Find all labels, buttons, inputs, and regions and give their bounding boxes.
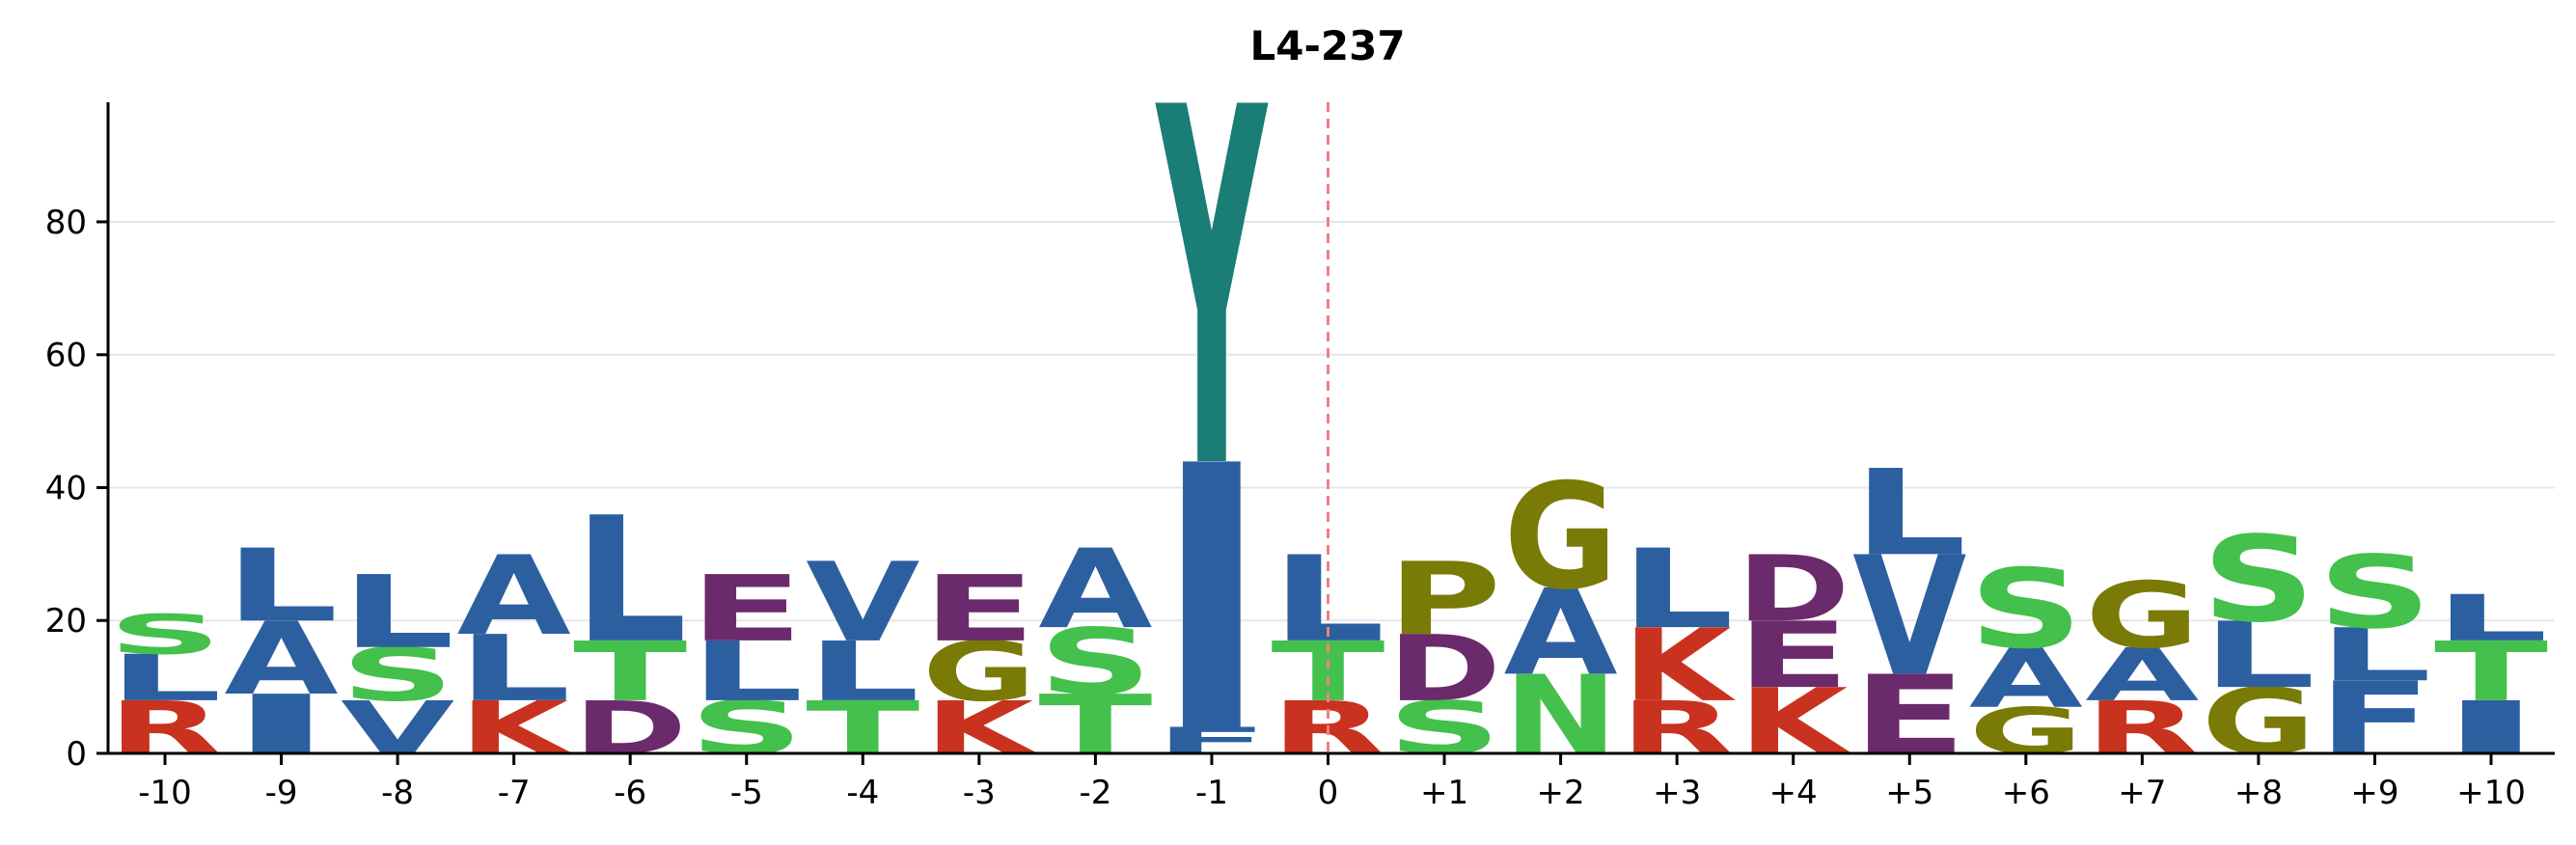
x-tick-label: -1 (1195, 774, 1228, 812)
residue-letter: V (1852, 523, 1966, 714)
residue-letter: P (1387, 541, 1501, 658)
residue-letter: L (2434, 582, 2548, 656)
x-tick-label: +7 (2118, 774, 2166, 812)
x-tick-label: +9 (2350, 774, 2398, 812)
residue-letter: T (1271, 624, 1384, 720)
residue-letter: A (1504, 563, 1618, 702)
residue-letter: A (457, 532, 571, 660)
x-tick-label: -4 (846, 774, 879, 812)
x-tick-label: +3 (1653, 774, 1701, 812)
y-tick-label: 0 (66, 735, 87, 774)
x-tick-label: -10 (138, 774, 192, 812)
residue-letter: D (1387, 616, 1501, 722)
residue-letter: S (2317, 535, 2431, 651)
residue-letter: K (924, 686, 1038, 771)
residue-letter: G (1504, 452, 1618, 622)
x-tick-label: -6 (614, 774, 646, 812)
residue-letter: L (1620, 526, 1734, 653)
residue-letter: L (806, 624, 919, 720)
residue-letter: T (2434, 624, 2548, 720)
residue-letter: S (2202, 512, 2316, 649)
x-tick-label: -8 (381, 774, 414, 812)
y-tick-label: 20 (45, 602, 87, 641)
residue-letter: Y (1154, 5, 1268, 577)
residue-letter: S (1038, 610, 1152, 716)
residue-letter: L (2317, 613, 2431, 697)
residue-letter: K (1623, 608, 1737, 724)
x-tick-label: +1 (1420, 774, 1468, 812)
residue-letter: G (2085, 562, 2199, 668)
residue-letter: K (1739, 668, 1852, 775)
x-tick-label: +4 (1769, 774, 1818, 812)
residue-letter: S (341, 634, 454, 719)
residue-letter: L (457, 615, 571, 722)
residue-letter: G (922, 624, 1036, 720)
residue-letter: D (1737, 537, 1850, 642)
residue-letter: E (690, 557, 804, 663)
residue-letter: K (459, 686, 573, 771)
y-tick-label: 60 (45, 337, 87, 375)
gridlines (108, 220, 2555, 622)
residue-letter: L (573, 481, 687, 682)
residue-letter: A (2085, 633, 2199, 718)
residue-letter: L (224, 529, 338, 644)
chart-title: L4-237 (1249, 22, 1405, 69)
x-tick-label: +8 (2234, 774, 2283, 812)
x-tick-label: -2 (1079, 774, 1111, 812)
x-axis-ticks: -10 -9 -8 -7 -6 -5 -4 -3 -2 -1 0 +1 +2 +3 +4 +5 +6 +7 +8 +9… (138, 753, 2526, 812)
x-tick-label: -9 (265, 774, 298, 812)
x-tick-label: 0 (1318, 774, 1339, 812)
x-tick-label: -3 (963, 774, 996, 812)
residue-letter: A (1038, 526, 1152, 653)
x-tick-label: -7 (498, 774, 531, 812)
y-tick-label: 40 (45, 469, 87, 507)
x-tick-label: +5 (1885, 774, 1933, 812)
logo-stacks: RLSIALVSLKLADTLSLETLVKGETSAFIYRTLSDPNAGR… (108, 5, 2548, 813)
residue-letter: I (1155, 390, 1269, 813)
x-tick-label: +6 (2002, 774, 2050, 812)
residue-letter: L (1852, 445, 1966, 583)
y-axis-ticks: 0 20 40 60 80 (45, 204, 108, 774)
residue-letter: S (108, 603, 222, 667)
residue-letter: S (1969, 546, 2083, 673)
residue-letter: A (224, 601, 338, 718)
residue-letter: L (108, 641, 222, 716)
x-tick-label: +2 (1537, 774, 1585, 812)
x-tick-label: -5 (730, 774, 763, 812)
residue-letter: L (690, 624, 804, 720)
x-tick-label: +10 (2456, 774, 2526, 812)
residue-letter: A (1969, 631, 2083, 726)
residue-letter: E (922, 557, 1036, 663)
residue-letter: L (341, 555, 454, 670)
y-tick-label: 80 (45, 204, 87, 242)
residue-letter: L (2202, 602, 2316, 708)
residue-letter: V (806, 539, 919, 667)
residue-letter: E (1737, 603, 1850, 709)
residue-letter: T (573, 624, 687, 720)
